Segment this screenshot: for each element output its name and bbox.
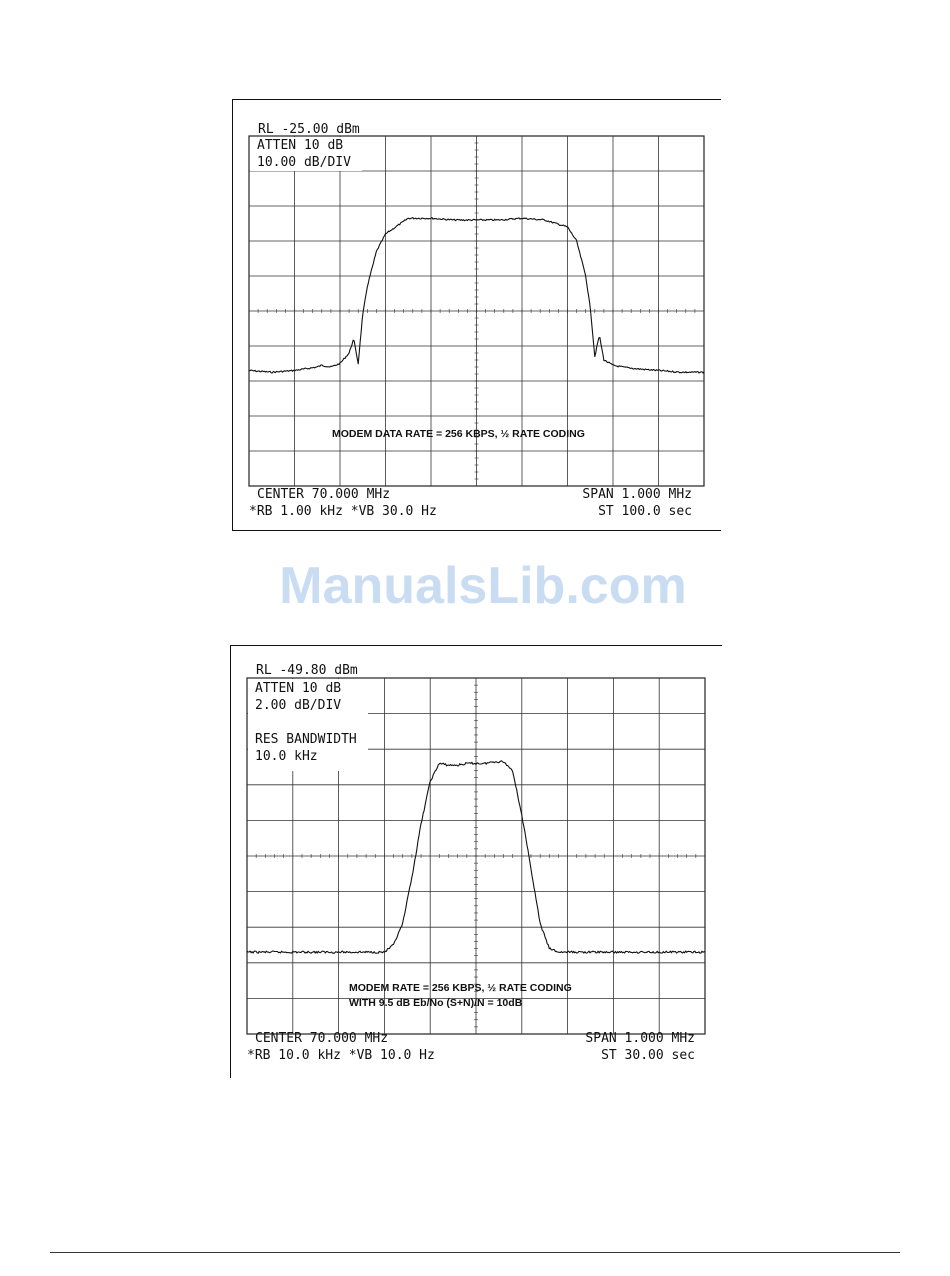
footer-left-line: *RB 1.00 kHz *VB 30.0 Hz: [249, 504, 437, 519]
footer-right-line: ST 100.0 sec: [598, 504, 692, 519]
grid-1: [246, 677, 706, 1035]
watermark: ManualsLib.com: [279, 557, 687, 615]
header-line: RES BANDWIDTH: [255, 732, 357, 747]
spectrum-trace: [248, 217, 705, 374]
header-background: [250, 137, 362, 171]
grid-0: [248, 135, 705, 487]
header-line: RL -25.00 dBm: [258, 122, 360, 137]
spectrum-plot-2: RL -49.80 dBm ATTEN 10 dB 2.00 dB/DIV RES B…: [246, 663, 706, 1063]
footer-left-line: CENTER 70.000 MHz: [255, 1031, 388, 1046]
spectrum-trace: [246, 760, 706, 954]
footer-right-line: SPAN 1.000 MHz: [582, 487, 692, 502]
header-background: [248, 679, 368, 771]
footer-right-line: SPAN 1.000 MHz: [585, 1031, 695, 1046]
footer-left-line: *RB 10.0 kHz *VB 10.0 Hz: [247, 1048, 435, 1063]
caption-line: MODEM DATA RATE = 256 KBPS, ½ RATE CODIN…: [332, 428, 585, 440]
footer-right-line: ST 30.00 sec: [601, 1048, 695, 1063]
spectrum-panel-1: RL -25.00 dBm ATTEN 10 dB 10.00 dB/DIV MODE…: [232, 99, 721, 531]
spectrum-panel-2: RL -49.80 dBm ATTEN 10 dB 2.00 dB/DIV RES B…: [230, 645, 722, 1078]
header-line: 10.0 kHz: [255, 749, 318, 764]
header-line: 2.00 dB/DIV: [255, 698, 341, 713]
footer-divider: [50, 1252, 900, 1253]
footer-left-line: CENTER 70.000 MHz: [257, 487, 390, 502]
header-line: ATTEN 10 dB: [257, 138, 343, 153]
caption-line: WITH 9.5 dB Eb/No (S+N)/N = 10dB: [349, 997, 523, 1009]
caption-line: MODEM RATE = 256 KBPS, ½ RATE CODING: [349, 982, 572, 994]
header-line: RL -49.80 dBm: [256, 663, 358, 678]
header-line: ATTEN 10 dB: [255, 681, 341, 696]
header-line: 10.00 dB/DIV: [257, 155, 351, 170]
